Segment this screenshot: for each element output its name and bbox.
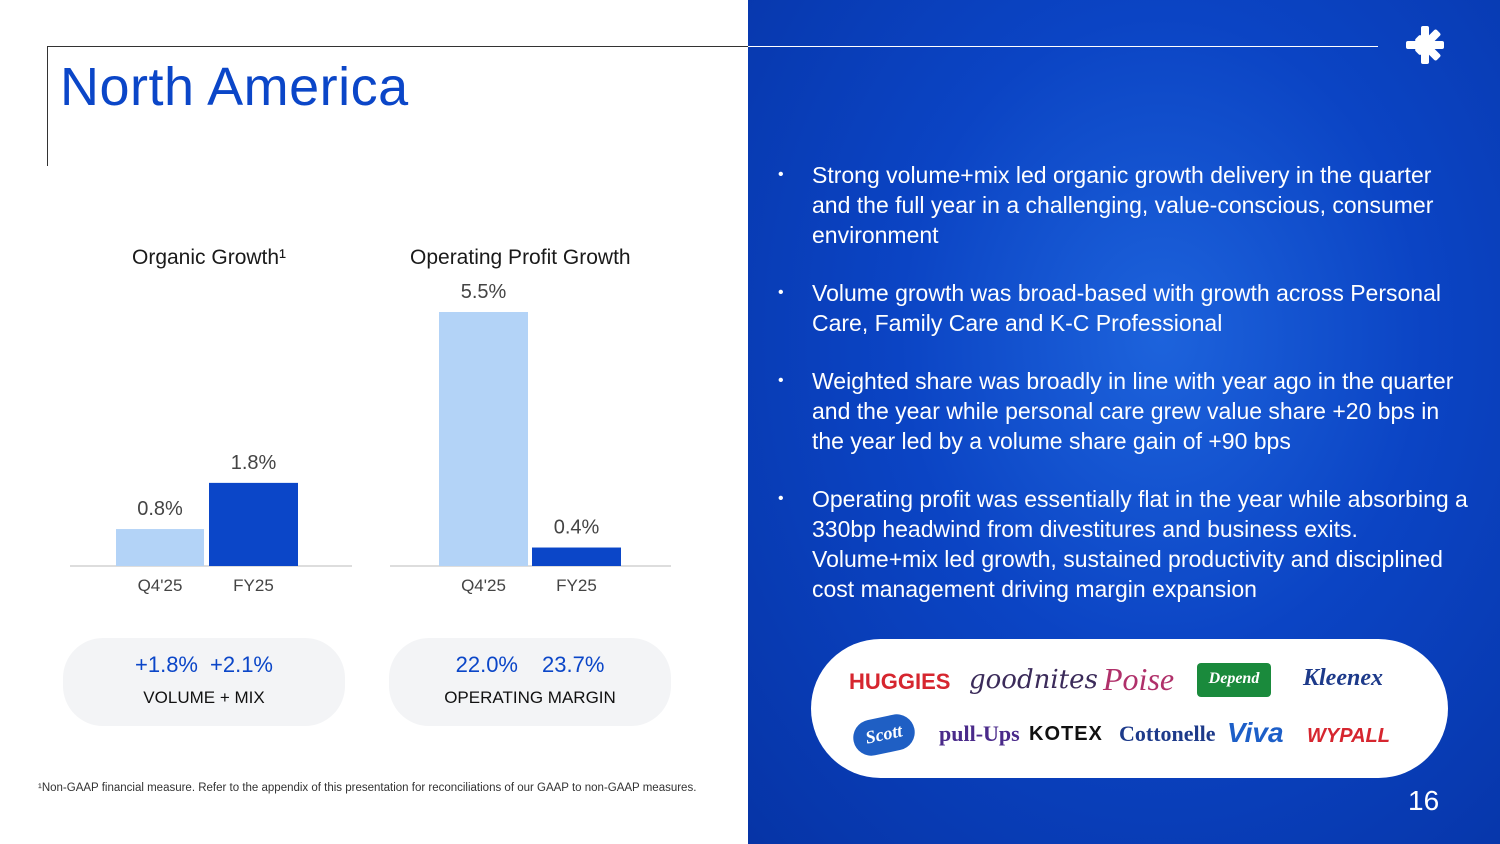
opprofit-category-label-0: Q4'25	[461, 576, 506, 595]
operating-margin-pill: 22.0% 23.7% OPERATING MARGIN	[389, 638, 671, 726]
charts-area: 0.8% Q4'25 1.8% FY25 5.5% Q4'25 0.4% FY25	[70, 281, 671, 595]
brand-pullups-logo: pull-Ups	[939, 721, 1020, 746]
brand-depend-badge: Depend	[1197, 663, 1271, 697]
bullet-dot-icon: •	[778, 490, 784, 507]
opprofit-value-label-1: 0.4%	[554, 517, 600, 539]
bullet-item: • Operating profit was essentially flat i…	[778, 486, 1468, 602]
frame-line-left	[47, 46, 48, 166]
bullet-dot-icon: •	[778, 166, 784, 183]
organic-bar-1	[209, 482, 298, 566]
operating-margin-label: OPERATING MARGIN	[444, 688, 616, 707]
company-logo-icon	[1406, 26, 1444, 64]
opprofit-bar-0	[439, 312, 528, 566]
organic-category-label-0: Q4'25	[138, 576, 183, 595]
frame-line-top	[47, 46, 748, 47]
bullet-dot-icon: •	[778, 284, 784, 301]
brand-wypall-logo: WYPALL	[1307, 725, 1390, 747]
brand-poise-logo: Poise	[1103, 661, 1175, 697]
organic-value-label-1: 1.8%	[231, 452, 277, 474]
margin-q4-value: 22.0%	[455, 652, 518, 677]
brand-kleenex-logo: Kleenex	[1303, 665, 1383, 691]
organic-value-label-0: 0.8%	[137, 498, 183, 520]
brand-huggies-logo: HUGGIES	[849, 669, 951, 694]
brand-scott-badge: Scott	[849, 710, 919, 760]
bullet-item: • Weighted share was broadly in line with…	[778, 368, 1454, 454]
frame-line-top-right	[748, 46, 1378, 47]
organic-category-label-1: FY25	[233, 576, 274, 595]
volume-fy-value: +2.1%	[210, 652, 273, 677]
operating-profit-title: Operating Profit Growth	[410, 246, 631, 269]
opprofit-value-label-0: 5.5%	[461, 281, 507, 303]
organic-growth-title: Organic Growth¹	[132, 246, 287, 269]
page-number: 16	[1408, 785, 1440, 816]
opprofit-category-label-1: FY25	[556, 576, 597, 595]
brand-viva-logo: Viva	[1227, 717, 1284, 748]
footnote: ¹Non-GAAP financial measure. Refer to th…	[38, 782, 697, 794]
bullet-item: • Strong volume+mix led organic growth de…	[778, 162, 1434, 248]
volume-mix-label: VOLUME + MIX	[143, 688, 265, 707]
bullet-list: • Strong volume+mix led organic growth de…	[775, 160, 1475, 632]
brand-logos-panel: HUGGIES goodnites Poise Depend Kleenex S…	[811, 639, 1448, 778]
volume-mix-pill: +1.8% +2.1% VOLUME + MIX	[63, 638, 345, 726]
page-title: North America	[60, 57, 409, 117]
volume-q4-value: +1.8%	[135, 652, 198, 677]
brand-cottonelle-logo: Cottonelle	[1119, 721, 1216, 746]
brand-kotex-logo: KOTEX	[1029, 723, 1103, 745]
brand-scott-logo: Scott	[863, 720, 904, 748]
opprofit-bar-1	[532, 547, 621, 566]
brand-goodnites-logo: goodnites	[969, 665, 1098, 695]
brand-depend-logo: Depend	[1208, 670, 1260, 687]
margin-fy-value: 23.7%	[542, 652, 605, 677]
bullet-item: • Volume growth was broad-based with grow…	[778, 280, 1441, 336]
bullet-dot-icon: •	[778, 372, 784, 389]
organic-bar-0	[116, 529, 204, 566]
